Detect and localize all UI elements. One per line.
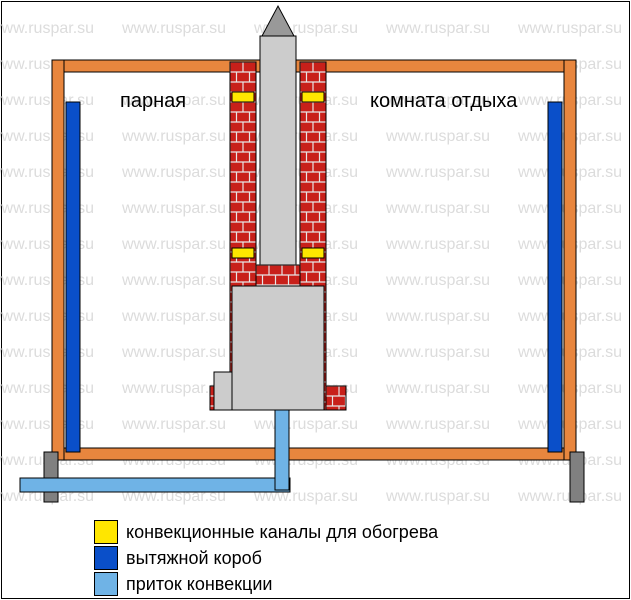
legend-label-1: вытяжной короб <box>126 548 262 569</box>
wall-bottom <box>52 448 576 460</box>
foundation-post-1 <box>570 452 584 502</box>
stove-hatch <box>214 372 232 410</box>
exhaust-duct-1 <box>548 102 562 452</box>
foundation-post-0 <box>44 452 58 502</box>
diagram-svg <box>0 0 631 600</box>
inflow-horizontal <box>20 478 290 492</box>
chimney <box>260 36 296 268</box>
chimney-cap <box>262 6 294 36</box>
wall-right <box>564 60 576 460</box>
legend-label-2: приток конвекции <box>126 574 272 595</box>
legend-row-2: приток конвекции <box>94 572 272 596</box>
convection-slot-1 <box>302 92 324 102</box>
legend-swatch-0 <box>94 520 118 544</box>
legend-swatch-1 <box>94 546 118 570</box>
inflow-vertical <box>275 400 289 490</box>
legend-label-0: конвекционные каналы для обогрева <box>126 522 438 543</box>
room-label-right: комната отдыха <box>370 90 517 113</box>
convection-slot-2 <box>232 248 254 258</box>
diagram-stage: www.ruspar.suwww.ruspar.suwww.ruspar.suw… <box>0 0 631 600</box>
room-label-left: парная <box>120 90 186 113</box>
convection-slot-3 <box>302 248 324 258</box>
legend-row-0: конвекционные каналы для обогрева <box>94 520 438 544</box>
legend-swatch-2 <box>94 572 118 596</box>
stove-body <box>232 286 324 410</box>
legend-row-1: вытяжной короб <box>94 546 262 570</box>
convection-slot-0 <box>232 92 254 102</box>
wall-left <box>52 60 64 460</box>
exhaust-duct-0 <box>66 102 80 452</box>
